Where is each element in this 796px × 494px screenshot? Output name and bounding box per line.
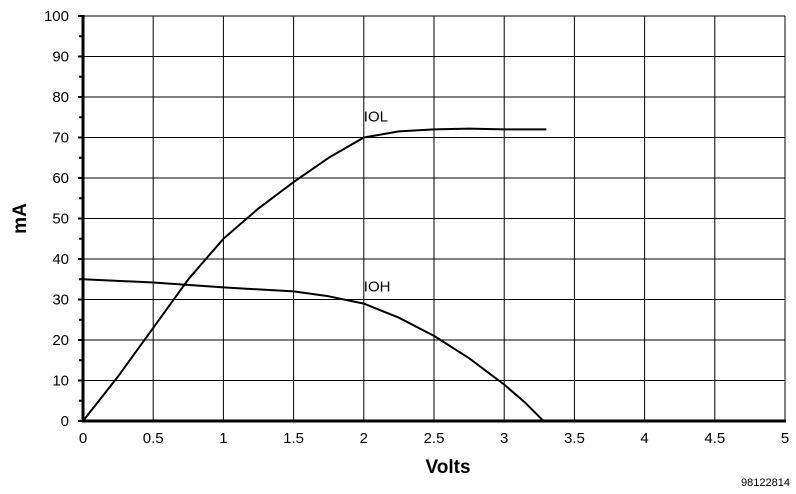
series-lines xyxy=(82,127,547,422)
y-tick-labels: 0 10 20 30 40 50 60 70 80 90 100 xyxy=(44,8,69,430)
x-axis-title: Volts xyxy=(425,457,470,478)
y-tick-label: 20 xyxy=(52,332,69,349)
y-tick-label: 90 xyxy=(52,49,69,66)
x-tick-label: 4.5 xyxy=(704,430,725,447)
series-line-iol xyxy=(82,127,547,422)
y-tick-label: 60 xyxy=(52,170,69,187)
x-tick-label: 1 xyxy=(219,430,227,447)
x-tick-label: 5 xyxy=(781,430,789,447)
series-annotation-iol: IOL xyxy=(364,108,388,125)
grid-lines xyxy=(83,15,786,421)
y-tick-label: 80 xyxy=(52,89,69,106)
y-tick-label: 10 xyxy=(52,373,69,390)
x-tick-label: 3.5 xyxy=(564,430,585,447)
series-line-ioh xyxy=(82,278,545,422)
y-tick-label: 70 xyxy=(52,130,69,147)
series-annotation-ioh: IOH xyxy=(364,278,391,295)
x-tick-label: 3 xyxy=(500,430,508,447)
axes xyxy=(81,15,786,423)
y-tick-label: 100 xyxy=(44,8,69,25)
y-tick-label: 50 xyxy=(52,211,69,228)
x-tick-label: 4 xyxy=(640,430,648,447)
x-tick-label: 0 xyxy=(79,430,87,447)
y-axis-title: mA xyxy=(10,203,31,234)
x-tick-label: 0.5 xyxy=(143,430,164,447)
x-tick-label: 2 xyxy=(360,430,368,447)
x-tick-labels: 0 0.5 1 1.5 2 2.5 3 3.5 4 4.5 5 xyxy=(79,430,789,447)
x-tick-label: 1.5 xyxy=(283,430,304,447)
y-tick-label: 0 xyxy=(61,413,69,430)
figure-code: 98122814 xyxy=(741,477,790,489)
x-tick-label: 2.5 xyxy=(424,430,445,447)
y-tick-label: 30 xyxy=(52,292,69,309)
y-tick-label: 40 xyxy=(52,251,69,268)
series-annotations: IOL IOH xyxy=(364,108,391,295)
